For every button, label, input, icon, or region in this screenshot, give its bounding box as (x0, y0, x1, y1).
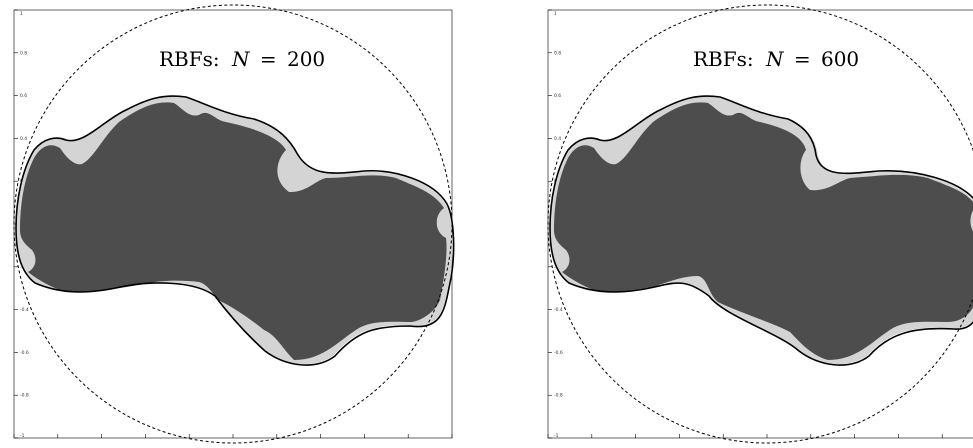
y-tick-label: -0.6 (20, 350, 29, 356)
y-tick-label: 1 (554, 11, 557, 17)
panel-2: 10.80.60.40.20-0.2-0.4-0.6-0.8-1 RBFs: N… (547, 4, 973, 444)
reference-circle (13, 4, 453, 444)
y-tick-label: -0.8 (20, 393, 29, 399)
panel-title: RBFs: N = 200 (159, 47, 325, 71)
y-tick-label: -0.4 (554, 307, 563, 313)
domain-dark-region (554, 102, 973, 360)
y-tick-label: 0.6 (20, 93, 27, 99)
y-tick-label: 1 (20, 11, 23, 17)
domain-dark-region (20, 102, 447, 361)
y-tick-label: 0.8 (20, 50, 27, 56)
y-tick-label: 0.4 (554, 136, 561, 142)
y-tick-label: -0.6 (554, 350, 563, 356)
computed-boundary (549, 95, 973, 366)
y-tick-label: -1 (20, 433, 25, 439)
axes-ticks: 10.80.60.40.20-0.2-0.4-0.6-0.8-1 (13, 9, 453, 439)
y-tick-label: 0.6 (554, 93, 561, 99)
y-tick-label: 0.4 (20, 136, 27, 142)
y-tick-label: -0.8 (554, 393, 563, 399)
y-tick-label: -0.4 (20, 307, 29, 313)
y-tick-label: -1 (554, 433, 559, 439)
reference-circle (547, 4, 973, 444)
panel-title: RBFs: N = 600 (693, 47, 859, 71)
panel-1: 10.80.60.40.20-0.2-0.4-0.6-0.8-1 RBFs: N… (13, 4, 455, 444)
y-tick-label: 0.8 (554, 50, 561, 56)
computed-boundary (15, 95, 455, 366)
